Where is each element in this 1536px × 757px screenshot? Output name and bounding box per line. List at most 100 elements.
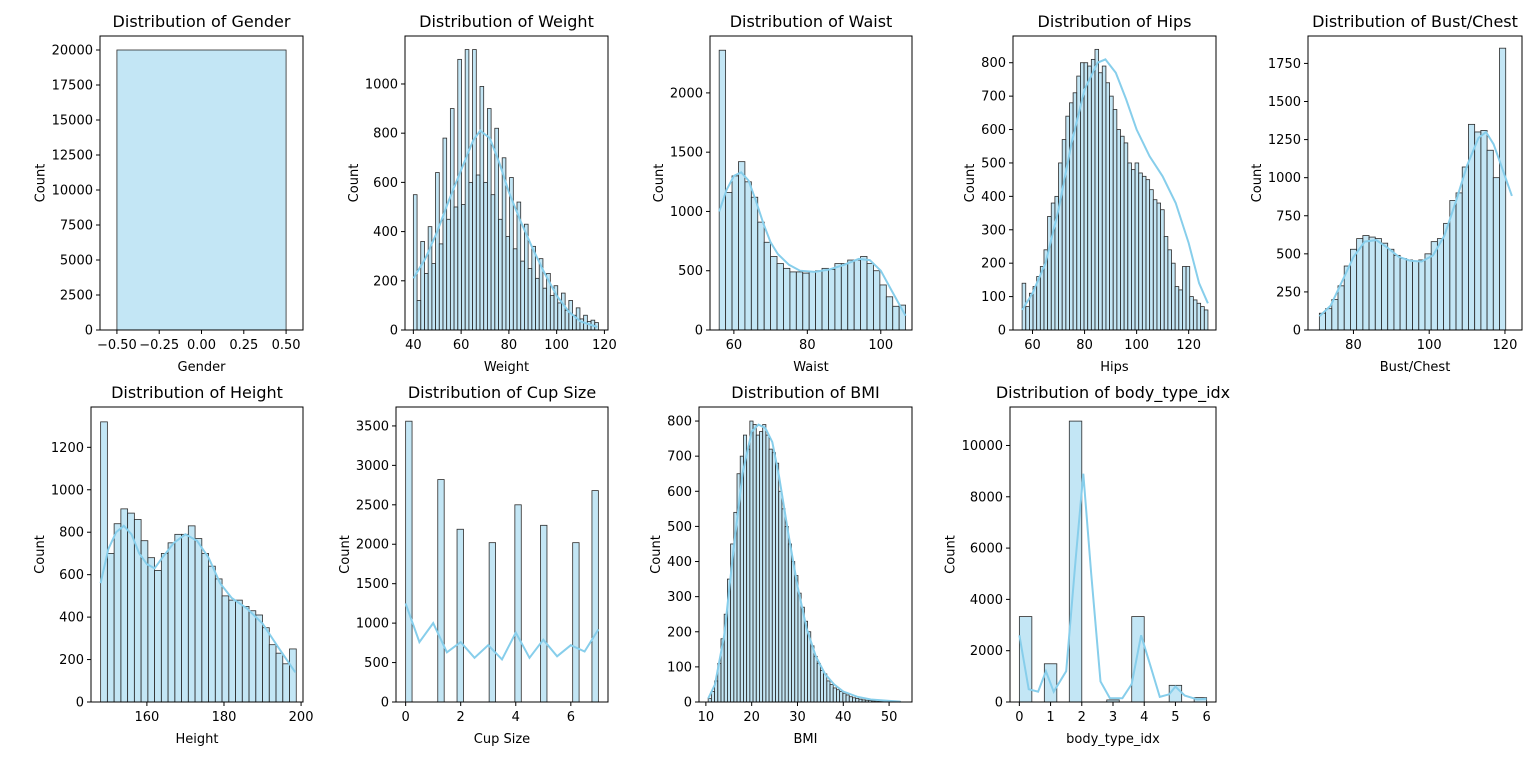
histogram-bar (1156, 202, 1161, 331)
y-axis-label: Count (1250, 164, 1265, 203)
histogram-bar (1061, 139, 1067, 331)
histogram-bar (1449, 200, 1457, 331)
histogram-bar (531, 245, 536, 331)
y-tick-label: 1500 (670, 146, 703, 161)
histogram-bar (1105, 82, 1110, 331)
histogram-bar (762, 424, 767, 703)
histogram-bar (848, 696, 853, 703)
histogram-bar (781, 508, 786, 703)
histogram-bar (800, 606, 805, 703)
histogram-bar (1362, 235, 1370, 331)
chart-title: Distribution of Bust/Chest (1312, 12, 1518, 31)
histogram-bar (794, 575, 799, 703)
y-tick-label: 1000 (356, 617, 389, 632)
x-tick-label: 200 (289, 710, 314, 725)
x-axis-label: Bust/Chest (1380, 360, 1451, 375)
y-axis-label: Count (338, 535, 353, 574)
histogram-bar (147, 557, 155, 703)
histogram-bar (847, 259, 855, 331)
histogram-bar (1160, 209, 1165, 331)
histogram-bar (832, 687, 837, 703)
histogram-bar (1405, 259, 1413, 331)
x-axis-label: body_type_idx (1066, 732, 1160, 747)
histogram-bar (505, 236, 511, 331)
y-axis-label: Count (944, 535, 959, 574)
histogram-bar (1138, 172, 1143, 331)
y-tick-label: 800 (59, 526, 84, 541)
x-tick-label: 80 (1345, 338, 1362, 353)
x-tick-label: 40 (835, 710, 852, 725)
histogram-bar (1058, 162, 1063, 331)
histogram-bar (783, 267, 791, 331)
y-tick-label: 300 (981, 223, 1006, 238)
histogram-bar (776, 263, 784, 331)
x-tick-label: 120 (1176, 338, 1201, 353)
histogram-bar (1131, 616, 1145, 703)
histogram-bar (752, 424, 757, 703)
y-tick-label: 500 (364, 656, 389, 671)
y-tick-label: 8000 (970, 490, 1003, 505)
histogram-bar (228, 599, 236, 703)
y-tick-label: 200 (373, 274, 398, 289)
histogram-bar (1492, 177, 1500, 331)
histogram-bar (1399, 258, 1407, 331)
y-tick-label: 400 (667, 555, 692, 570)
histogram-bar (1480, 130, 1488, 331)
y-tick-label: 3000 (356, 459, 389, 474)
histogram-bar (248, 610, 257, 703)
histogram-bar (1387, 248, 1395, 331)
histogram-bar (446, 218, 451, 331)
histogram-bar (160, 553, 169, 703)
histogram-bar (823, 673, 828, 703)
x-tick-label: 4 (1140, 710, 1148, 725)
chart-title: Distribution of Weight (419, 12, 594, 31)
histogram-bar (763, 241, 772, 331)
y-tick-label: 2000 (670, 86, 703, 101)
histogram-bar (1461, 166, 1469, 331)
histogram-bar (828, 269, 836, 331)
y-tick-label: 0 (684, 696, 692, 711)
axes-frame (1012, 35, 1217, 331)
y-axis-label: Count (347, 164, 362, 203)
histogram-bar (839, 691, 844, 703)
y-tick-label: 2000 (356, 538, 389, 553)
histogram-bar (789, 271, 797, 331)
histogram-bar (866, 263, 874, 331)
histogram-bar (420, 241, 425, 331)
axes-frame (395, 406, 609, 703)
y-axis-label: Count (963, 164, 978, 203)
x-tick-label: −0.50 (97, 338, 137, 353)
subplot-4: 80 100 120 0 250 500 750 1000 1250 1500 1750 Distri… (1250, 12, 1523, 375)
histogram-bar (1196, 302, 1202, 331)
chart-title: Distribution of Hips (1038, 12, 1192, 31)
subplot-5: 160 180 200 0 200 400 600 800 1000 1200 Distributi… (33, 383, 314, 747)
histogram-bar (1094, 48, 1100, 331)
kde-line (404, 603, 600, 662)
histogram-bar (1127, 162, 1132, 331)
histogram-bar (892, 305, 900, 331)
histogram-bar (1167, 249, 1172, 331)
y-tick-label: 5000 (60, 254, 93, 269)
kde-line (707, 423, 901, 703)
histogram-bar (885, 296, 894, 331)
histogram-bar (113, 523, 122, 703)
x-axis-label: Weight (484, 360, 529, 375)
histogram-bar (572, 542, 580, 703)
histogram-bar (520, 260, 525, 331)
histogram-bar (1200, 306, 1205, 331)
histogram-bar (757, 221, 765, 331)
kde-line (412, 129, 598, 328)
histogram-bar (791, 561, 796, 703)
histogram-bar (514, 504, 522, 703)
histogram-bar (201, 553, 209, 703)
x-tick-label: 3 (1109, 710, 1117, 725)
histogram-bar (221, 595, 230, 703)
subplot-3: 60 80 100 120 0 100 200 300 400 500 600 700 800 Distr… (963, 12, 1217, 375)
histogram-bar (483, 181, 488, 331)
y-tick-label: 15000 (52, 114, 93, 129)
histogram-bar (1486, 149, 1494, 331)
histogram-bar (174, 533, 182, 703)
histogram-bar (787, 543, 792, 703)
histogram-bar (731, 175, 739, 331)
